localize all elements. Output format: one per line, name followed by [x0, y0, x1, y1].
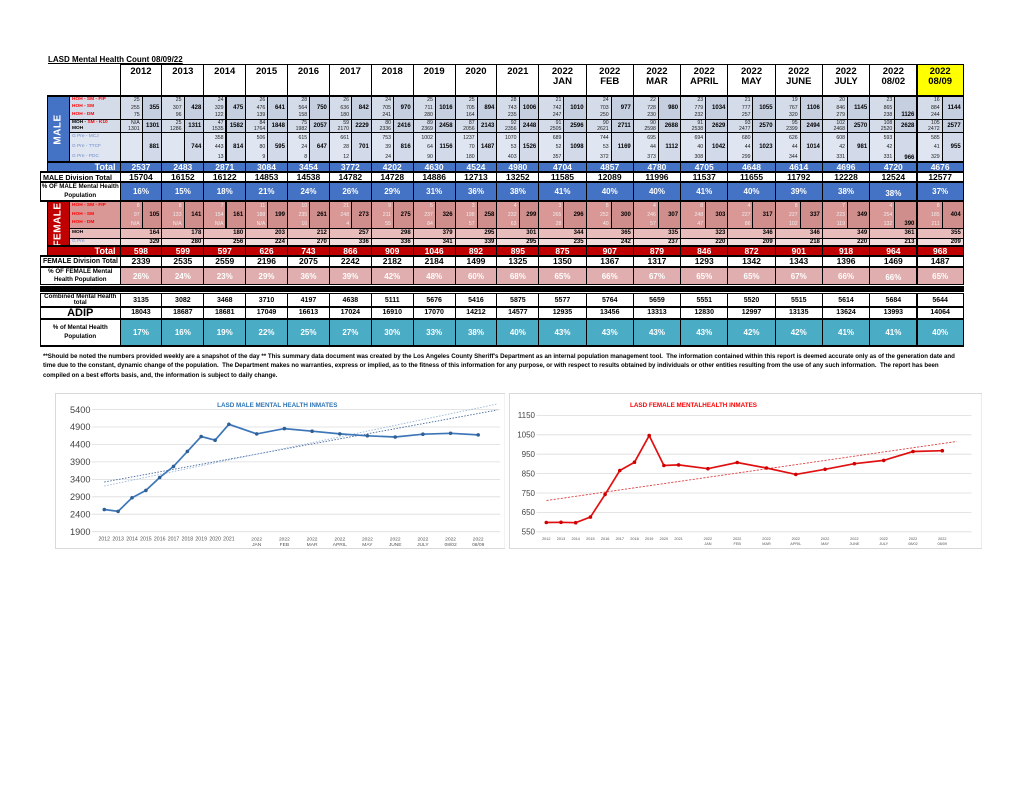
svg-text:2400: 2400	[70, 509, 90, 519]
svg-text:2022: 2022	[417, 536, 428, 542]
svg-text:3900: 3900	[70, 457, 90, 467]
svg-text:2022: 2022	[389, 536, 400, 542]
svg-text:2900: 2900	[70, 492, 90, 502]
svg-text:08/02: 08/02	[444, 542, 456, 548]
svg-text:750: 750	[521, 489, 535, 498]
svg-text:950: 950	[521, 450, 535, 459]
svg-text:2022: 2022	[732, 537, 740, 541]
svg-text:2014: 2014	[571, 537, 579, 541]
svg-text:2022: 2022	[791, 537, 799, 541]
svg-text:JULY: JULY	[879, 542, 888, 546]
svg-text:JUNE: JUNE	[389, 542, 402, 548]
svg-text:5400: 5400	[70, 405, 90, 415]
svg-text:FEB: FEB	[733, 542, 741, 546]
svg-text:JUNE: JUNE	[849, 542, 859, 546]
svg-text:2019: 2019	[644, 537, 652, 541]
svg-text:2022: 2022	[445, 536, 456, 542]
svg-text:LASD FEMALE MENTALHEALTH INMAT: LASD FEMALE MENTALHEALTH INMATES	[630, 402, 757, 409]
svg-text:2022: 2022	[938, 537, 946, 541]
svg-text:2020: 2020	[659, 537, 667, 541]
svg-text:2016: 2016	[154, 536, 166, 542]
svg-text:2022: 2022	[279, 536, 290, 542]
svg-text:08/09: 08/09	[937, 542, 947, 546]
svg-text:2021: 2021	[674, 537, 682, 541]
svg-text:1050: 1050	[517, 431, 535, 440]
svg-text:2013: 2013	[112, 536, 124, 542]
svg-text:2021: 2021	[223, 536, 235, 542]
svg-text:MAY: MAY	[362, 542, 373, 548]
svg-text:2022: 2022	[850, 537, 858, 541]
svg-text:2022: 2022	[306, 536, 317, 542]
svg-text:2022: 2022	[762, 537, 770, 541]
svg-text:2019: 2019	[195, 536, 207, 542]
svg-text:2022: 2022	[362, 536, 373, 542]
svg-text:2022: 2022	[908, 537, 916, 541]
svg-text:2022: 2022	[251, 536, 262, 542]
svg-text:2017: 2017	[167, 536, 179, 542]
svg-text:JAN: JAN	[704, 542, 711, 546]
svg-text:JULY: JULY	[417, 542, 429, 548]
svg-text:2012: 2012	[98, 536, 110, 542]
svg-text:2022: 2022	[879, 537, 887, 541]
svg-text:2022: 2022	[703, 537, 711, 541]
svg-text:2020: 2020	[209, 536, 221, 542]
svg-text:1150: 1150	[517, 411, 535, 420]
svg-text:LASD MALE MENTAL HEALTH INMATE: LASD MALE MENTAL HEALTH INMATES	[217, 402, 337, 409]
svg-text:3400: 3400	[70, 475, 90, 485]
svg-text:APRIL: APRIL	[790, 542, 801, 546]
svg-text:APRIL: APRIL	[332, 542, 346, 548]
svg-text:650: 650	[521, 508, 535, 517]
svg-text:MAY: MAY	[821, 542, 829, 546]
svg-text:2015: 2015	[586, 537, 594, 541]
svg-text:2017: 2017	[615, 537, 623, 541]
svg-text:2022: 2022	[472, 536, 483, 542]
svg-text:2015: 2015	[140, 536, 152, 542]
svg-text:4900: 4900	[70, 422, 90, 432]
svg-text:850: 850	[521, 469, 535, 478]
svg-text:2018: 2018	[181, 536, 193, 542]
svg-text:2018: 2018	[630, 537, 638, 541]
svg-text:08/09: 08/09	[472, 542, 484, 548]
svg-text:550: 550	[521, 528, 535, 537]
svg-text:2013: 2013	[556, 537, 564, 541]
svg-text:2022: 2022	[334, 536, 345, 542]
svg-text:2022: 2022	[820, 537, 828, 541]
svg-text:2016: 2016	[600, 537, 608, 541]
svg-text:FEB: FEB	[279, 542, 288, 548]
svg-text:1900: 1900	[70, 527, 90, 537]
svg-text:4400: 4400	[70, 440, 90, 450]
svg-text:JAN: JAN	[252, 542, 262, 548]
svg-text:2012: 2012	[542, 537, 550, 541]
svg-text:2014: 2014	[126, 536, 138, 542]
svg-text:MAR: MAR	[306, 542, 317, 548]
svg-text:08/02: 08/02	[908, 542, 918, 546]
svg-text:MAR: MAR	[762, 542, 771, 546]
